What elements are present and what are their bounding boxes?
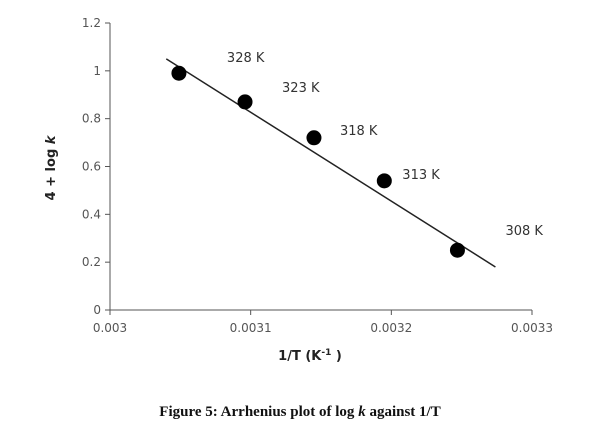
y-tick-label: 1 (93, 64, 101, 78)
x-tick-label: 0.0033 (511, 321, 553, 335)
data-points-layer (171, 65, 465, 258)
point-labels-layer: 328 K 323 K 318 K 313 K 308 K (227, 51, 543, 239)
point-label: 323 K (282, 81, 320, 96)
figure-caption: Figure 5: Arrhenius plot of log k agains… (159, 404, 441, 420)
point-label: 313 K (402, 168, 440, 183)
x-axis: 0.003 0.0031 0.0032 0.0033 (93, 309, 553, 335)
x-axis-title: 1/T (K-1 ) (278, 348, 342, 364)
data-point (376, 173, 392, 189)
point-label: 318 K (340, 124, 378, 139)
x-tick-label: 0.0031 (230, 321, 272, 335)
point-label: 328 K (227, 51, 265, 66)
data-point (306, 130, 322, 146)
y-axis: 0 0.2 0.4 0.6 0.8 1 1.2 (82, 16, 111, 317)
y-tick-label: 0.4 (82, 207, 101, 221)
y-tick-label: 0.8 (82, 112, 101, 126)
data-point (171, 65, 187, 81)
point-label: 308 K (505, 224, 543, 239)
y-tick-label: 1.2 (82, 16, 101, 30)
x-tick-label: 0.003 (93, 321, 127, 335)
y-tick-label: 0.2 (82, 255, 101, 269)
arrhenius-chart: 00.20.40.60.811.2 0.003 0.0031 0.0032 0.003… (44, 16, 553, 364)
data-point (237, 94, 253, 110)
y-axis-title: 4 + log k (44, 134, 59, 200)
trendline-layer (165, 58, 496, 268)
x-tick-label: 0.0032 (370, 321, 412, 335)
trendline (165, 58, 496, 268)
data-point (449, 242, 465, 258)
y-tick-label: 0.6 (82, 160, 101, 174)
y-tick-label: 0 (93, 303, 101, 317)
